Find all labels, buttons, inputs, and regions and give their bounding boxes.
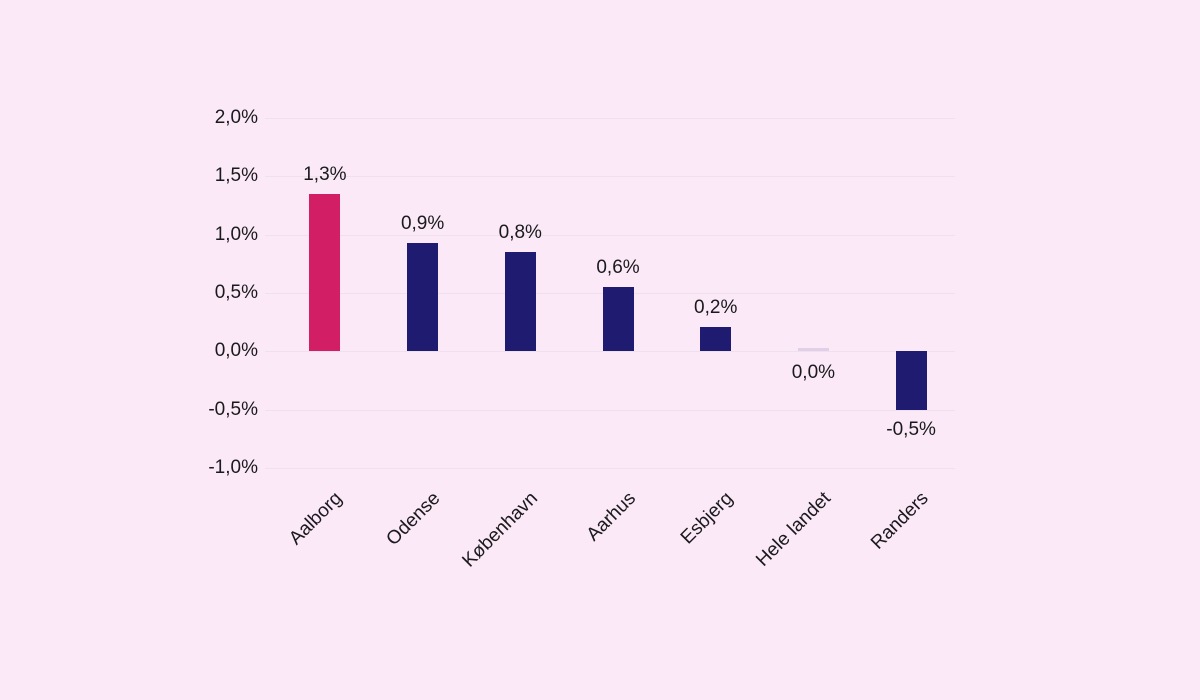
bar-odense [407, 242, 439, 352]
x-axis-tick-label: Odense [382, 488, 445, 550]
gridline [265, 176, 955, 178]
y-axis-tick-label: 0,0% [214, 340, 258, 362]
bar-value-label: 1,3% [303, 163, 347, 185]
x-axis-tick-label: Hele landet [752, 488, 836, 571]
gridline [265, 468, 955, 469]
bar-aarhus [602, 287, 634, 352]
y-axis-tick-label: 0,5% [214, 282, 258, 303]
y-axis-tick-label: 1,5% [214, 165, 258, 187]
bar-aalborg [309, 193, 341, 352]
gridline [265, 118, 955, 119]
gridline [265, 351, 955, 353]
y-axis-tick-label: -0,5% [208, 398, 258, 420]
x-axis-tick-label: Randers [867, 488, 933, 554]
gridline [265, 234, 955, 236]
bar-value-label: -0,5% [886, 418, 936, 440]
x-axis-tick-label: Aalborg [285, 488, 347, 550]
x-axis-tick-label: Esbjerg [677, 488, 738, 549]
bar-randers [895, 351, 927, 410]
y-axis-tick-label: 2,0% [214, 107, 258, 128]
bar-chart-plot-area: 2,0% 1,5% 1,0% 0,5% 0,0% -0,5% -1,0% 1,3% Aalbor… [208, 107, 960, 572]
y-axis-tick-label: -1,0% [208, 457, 258, 478]
bar-value-label: 0,2% [694, 296, 738, 318]
x-axis-tick-label: Aarhus [582, 488, 640, 546]
bar-value-label: 0,6% [596, 257, 640, 279]
bar-hele-landet [797, 348, 829, 352]
y-axis-tick-label: 1,0% [214, 223, 258, 245]
gridline [265, 409, 955, 411]
bar-k-benhavn [504, 252, 536, 352]
bar-value-label: 0,9% [400, 212, 445, 234]
bar-esbjerg [700, 326, 732, 352]
x-axis-tick-label: København [458, 488, 543, 572]
bar-value-label: 0,0% [791, 362, 836, 384]
bar-value-label: 0,8% [498, 222, 542, 244]
